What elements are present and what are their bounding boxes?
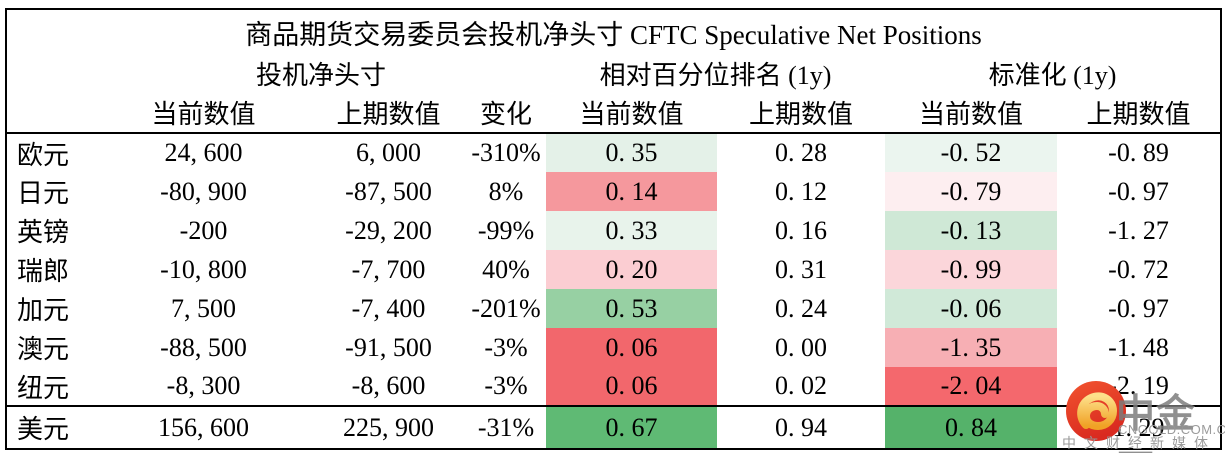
- table-row-aud: 澳元 -88, 500 -91, 500 -3% 0. 06 0. 00 -1.…: [6, 328, 1221, 367]
- cell-change: 40%: [482, 254, 530, 284]
- cell-net-previous: -87, 500: [345, 176, 432, 206]
- table-row-gbp: 英镑 -200 -29, 200 -99% 0. 33 0. 16 -0. 13…: [6, 211, 1221, 250]
- cell-pct-previous: 0. 31: [775, 254, 827, 284]
- page-title: 商品期货交易委员会投机净头寸 CFTC Speculative Net Posi…: [245, 19, 982, 50]
- column-header-row: 当前数值 上期数值 变化 当前数值 上期数值 当前数值 上期数值: [6, 92, 1222, 134]
- cell-net-previous: -7, 700: [351, 254, 426, 284]
- cell-net-previous: 225, 900: [311, 405, 466, 449]
- cell-pct-previous: 0. 12: [775, 176, 827, 206]
- cell-pct-previous: 0. 16: [775, 215, 827, 245]
- row-label: 瑞郎: [17, 257, 70, 286]
- cell-pct-previous: 0. 28: [775, 138, 827, 167]
- cell-net-current: 24, 600: [164, 138, 243, 167]
- cngold-logo-icon: [1066, 381, 1126, 441]
- cell-pct-previous: 0. 00: [775, 332, 827, 362]
- cell-pct-current: 0. 67: [546, 405, 717, 449]
- cell-net-previous: -8, 600: [351, 371, 426, 400]
- row-label: 澳元: [17, 335, 70, 364]
- cell-change: -99%: [477, 215, 535, 245]
- cell-pct-current: 0. 14: [546, 172, 717, 211]
- header-pct-previous: 上期数值: [717, 92, 885, 134]
- cell-net-current: -10, 800: [160, 254, 247, 284]
- cell-net-current: -80, 900: [160, 176, 247, 206]
- cell-pct-previous: 0. 24: [775, 293, 827, 323]
- cell-std-previous: -1. 27: [1108, 215, 1169, 245]
- cell-std-current: -0. 99: [885, 250, 1057, 289]
- empty-cell: [6, 92, 96, 134]
- cell-std-previous: -0. 97: [1108, 293, 1169, 323]
- cell-net-current: -8, 300: [166, 371, 241, 400]
- group-net-positions: 投机净头寸: [255, 60, 386, 90]
- group-standardized: 标准化 (1y): [988, 60, 1117, 90]
- cell-change: -201%: [471, 293, 541, 323]
- header-std-previous: 上期数值: [1057, 92, 1222, 134]
- header-change: 变化: [466, 92, 546, 134]
- cell-net-previous: -7, 400: [351, 293, 426, 323]
- cell-change: -31%: [466, 405, 546, 449]
- cell-pct-current: 0. 20: [546, 250, 717, 289]
- cell-std-previous: -0. 72: [1108, 254, 1169, 284]
- cell-pct-current: 0. 35: [546, 133, 717, 172]
- cell-net-current: 156, 600: [96, 405, 311, 449]
- watermark-tagline: 中文财经新媒体: [1062, 435, 1216, 451]
- cell-pct-current: 0. 53: [546, 289, 717, 328]
- cell-pct-current: 0. 06: [546, 367, 717, 406]
- cell-net-current: -200: [179, 215, 228, 245]
- cell-pct-current: 0. 06: [546, 328, 717, 367]
- table-row-chf: 瑞郎 -10, 800 -7, 700 40% 0. 20 0. 31 -0. …: [6, 250, 1221, 289]
- cell-std-current: -2. 04: [885, 367, 1057, 406]
- cell-change: -310%: [471, 138, 541, 167]
- cell-change: -3%: [484, 332, 528, 362]
- cell-net-previous: -91, 500: [345, 332, 432, 362]
- cell-std-current: -0. 13: [885, 211, 1057, 250]
- header-net-previous: 上期数值: [311, 92, 466, 134]
- row-label: 加元: [17, 296, 70, 325]
- cell-net-previous: -29, 200: [345, 215, 432, 245]
- header-pct-current: 当前数值: [546, 92, 717, 134]
- cell-std-current: -0. 79: [885, 172, 1057, 211]
- column-group-row: 投机净头寸 相对百分位排名 (1y) 标准化 (1y): [6, 54, 1221, 92]
- group-percentile-rank: 相对百分位排名 (1y): [599, 60, 832, 90]
- cftc-table: 商品期货交易委员会投机净头寸 CFTC Speculative Net Posi…: [5, 8, 1223, 450]
- empty-cell: [6, 54, 96, 92]
- cell-std-current: -1. 35: [885, 328, 1057, 367]
- cell-net-previous: 6, 000: [356, 138, 421, 167]
- cell-std-current: -0. 52: [885, 133, 1057, 172]
- row-label: 欧元: [17, 140, 70, 170]
- cell-std-current: 0. 84: [885, 405, 1057, 449]
- table-row-nzd: 纽元 -8, 300 -8, 600 -3% 0. 06 0. 02 -2. 0…: [6, 367, 1221, 406]
- table-row-usd: 美元 156, 600 225, 900 -31% 0. 67 0. 94 0.…: [6, 405, 1222, 449]
- row-label: 纽元: [17, 373, 70, 403]
- table-row-cad: 加元 7, 500 -7, 400 -201% 0. 53 0. 24 -0. …: [6, 289, 1221, 328]
- cell-change: 8%: [488, 176, 524, 206]
- header-net-current: 当前数值: [96, 92, 311, 134]
- header-std-current: 当前数值: [885, 92, 1057, 134]
- cell-net-current: 7, 500: [171, 293, 236, 323]
- cell-std-current: -0. 06: [885, 289, 1057, 328]
- cell-change: -3%: [484, 371, 528, 400]
- row-label: 日元: [17, 179, 70, 208]
- table-title-row: 商品期货交易委员会投机净头寸 CFTC Speculative Net Posi…: [6, 9, 1221, 54]
- watermark-brand-name: 中金网: [1116, 393, 1197, 453]
- cell-net-current: -88, 500: [160, 332, 247, 362]
- cell-std-previous: -0. 89: [1108, 138, 1169, 167]
- table-row-jpy: 日元 -80, 900 -87, 500 8% 0. 14 0. 12 -0. …: [6, 172, 1221, 211]
- cell-pct-current: 0. 33: [546, 211, 717, 250]
- cell-pct-previous: 0. 94: [717, 405, 885, 449]
- row-label: 美元: [6, 405, 96, 449]
- cell-std-previous: -0. 97: [1108, 176, 1169, 206]
- watermark-domain: CNGOLD.COM.CN: [1118, 422, 1225, 437]
- row-label: 英镑: [17, 218, 70, 247]
- cell-pct-previous: 0. 02: [775, 371, 827, 400]
- table-row-eur: 欧元 24, 600 6, 000 -310% 0. 35 0. 28 -0. …: [6, 133, 1221, 172]
- cell-std-previous: -1. 48: [1108, 332, 1169, 362]
